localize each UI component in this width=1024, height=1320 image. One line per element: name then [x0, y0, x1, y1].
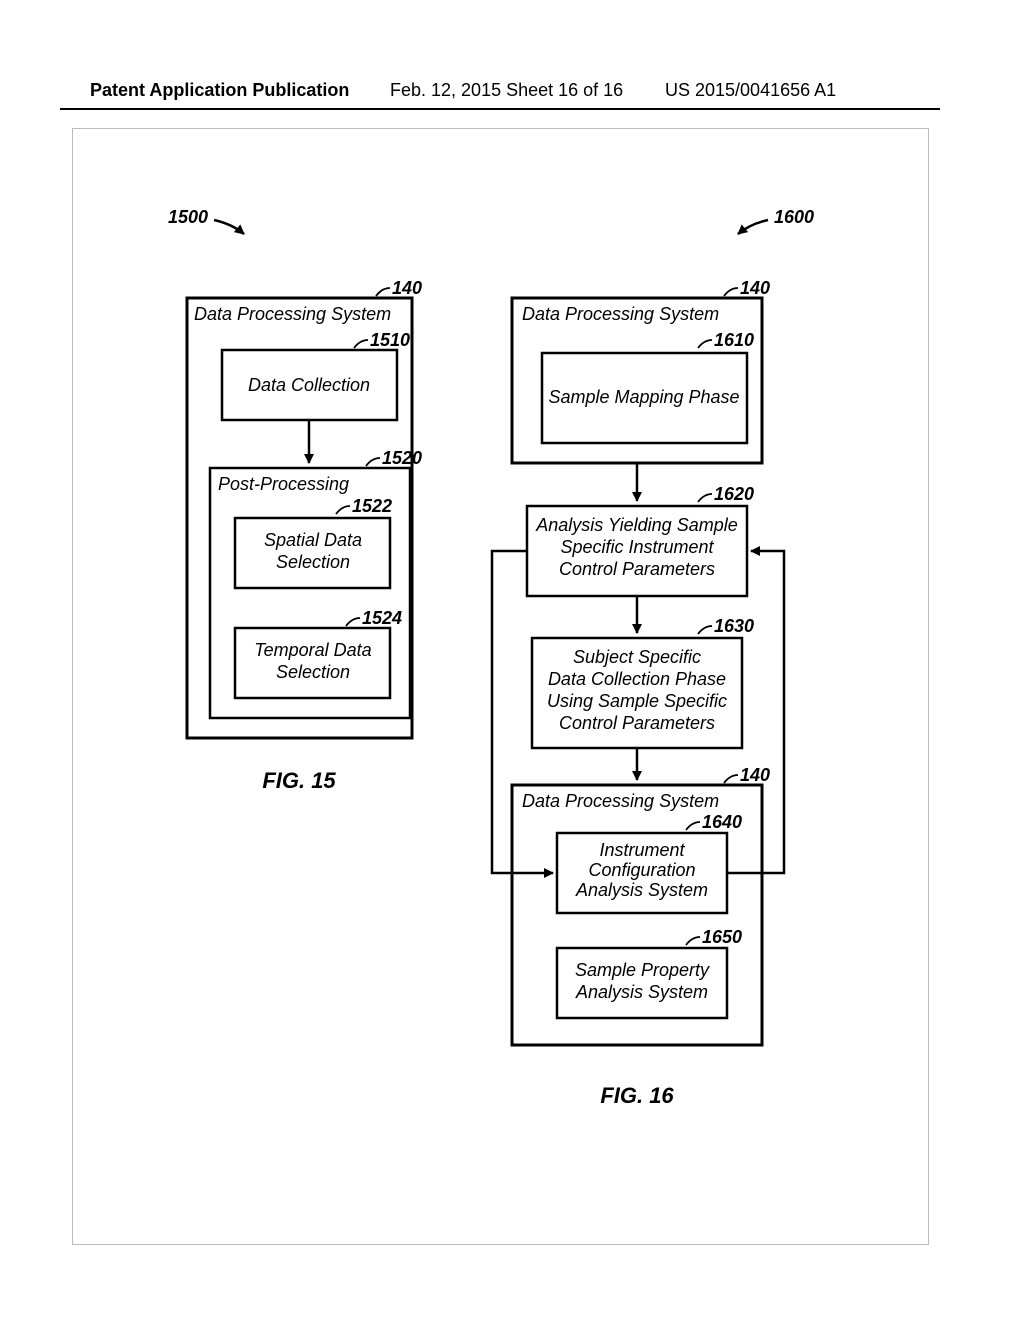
text-1522-l1: Spatial Data	[264, 530, 362, 550]
page: Patent Application Publication Feb. 12, …	[0, 0, 1024, 1320]
header-publication: Patent Application Publication	[90, 80, 349, 101]
ref-1520: 1520	[382, 448, 422, 468]
fig15-caption: FIG. 15	[262, 768, 336, 793]
text-1610: Sample Mapping Phase	[548, 387, 739, 407]
text-1620-l1: Analysis Yielding Sample	[535, 515, 737, 535]
ref-1510: 1510	[370, 330, 410, 350]
text-1630-l1: Subject Specific	[573, 647, 701, 667]
fig16-outer2-title: Data Processing System	[522, 791, 719, 811]
ref-1524: 1524	[362, 608, 402, 628]
text-1524-l1: Temporal Data	[254, 640, 371, 660]
leader-1620	[698, 494, 712, 502]
feedback-left	[492, 551, 553, 873]
leader-1600	[738, 220, 768, 234]
diagram-svg: 1500 Data Processing System 140 Data Col…	[72, 128, 927, 1243]
fig15: 1500 Data Processing System 140 Data Col…	[168, 207, 422, 793]
leader-1640	[686, 822, 700, 830]
text-1510: Data Collection	[248, 375, 370, 395]
ref-1610: 1610	[714, 330, 754, 350]
leader-1500	[214, 220, 244, 234]
ref-1630: 1630	[714, 616, 754, 636]
leader-140-c	[724, 775, 738, 783]
text-1630-l2: Data Collection Phase	[548, 669, 726, 689]
title-1520: Post-Processing	[218, 474, 349, 494]
text-1650-l2: Analysis System	[575, 982, 708, 1002]
leader-1650	[686, 937, 700, 945]
header-rule	[60, 108, 940, 110]
leader-1610	[698, 340, 712, 348]
fig16: 1600 Data Processing System 140 Sample M…	[492, 207, 814, 1108]
text-1620-l3: Control Parameters	[559, 559, 715, 579]
ref-140-b: 140	[740, 278, 770, 298]
header-pub-number: US 2015/0041656 A1	[665, 80, 836, 101]
ref-140-c: 140	[740, 765, 770, 785]
text-1524-l2: Selection	[276, 662, 350, 682]
ref-1640: 1640	[702, 812, 742, 832]
leader-1630	[698, 626, 712, 634]
ref-1650: 1650	[702, 927, 742, 947]
ref-140-a: 140	[392, 278, 422, 298]
header-date-sheet: Feb. 12, 2015 Sheet 16 of 16	[390, 80, 623, 101]
leader-1510	[354, 340, 368, 348]
leader-1522	[336, 506, 350, 514]
text-1640-l1: Instrument	[599, 840, 685, 860]
text-1522-l2: Selection	[276, 552, 350, 572]
text-1630-l4: Control Parameters	[559, 713, 715, 733]
text-1630-l3: Using Sample Specific	[547, 691, 727, 711]
text-1620-l2: Specific Instrument	[560, 537, 714, 557]
text-1650-l1: Sample Property	[575, 960, 710, 980]
fig16-caption: FIG. 16	[600, 1083, 674, 1108]
text-1640-l2: Configuration	[588, 860, 695, 880]
fig15-outer-title: Data Processing System	[194, 304, 391, 324]
ref-1620: 1620	[714, 484, 754, 504]
ref-1522: 1522	[352, 496, 392, 516]
leader-1524	[346, 618, 360, 626]
ref-1600: 1600	[774, 207, 814, 227]
leader-140-b	[724, 288, 738, 296]
leader-140-a	[376, 288, 390, 296]
ref-1500: 1500	[168, 207, 208, 227]
text-1640-l3: Analysis System	[575, 880, 708, 900]
fig16-outer1-title: Data Processing System	[522, 304, 719, 324]
leader-1520	[366, 458, 380, 466]
